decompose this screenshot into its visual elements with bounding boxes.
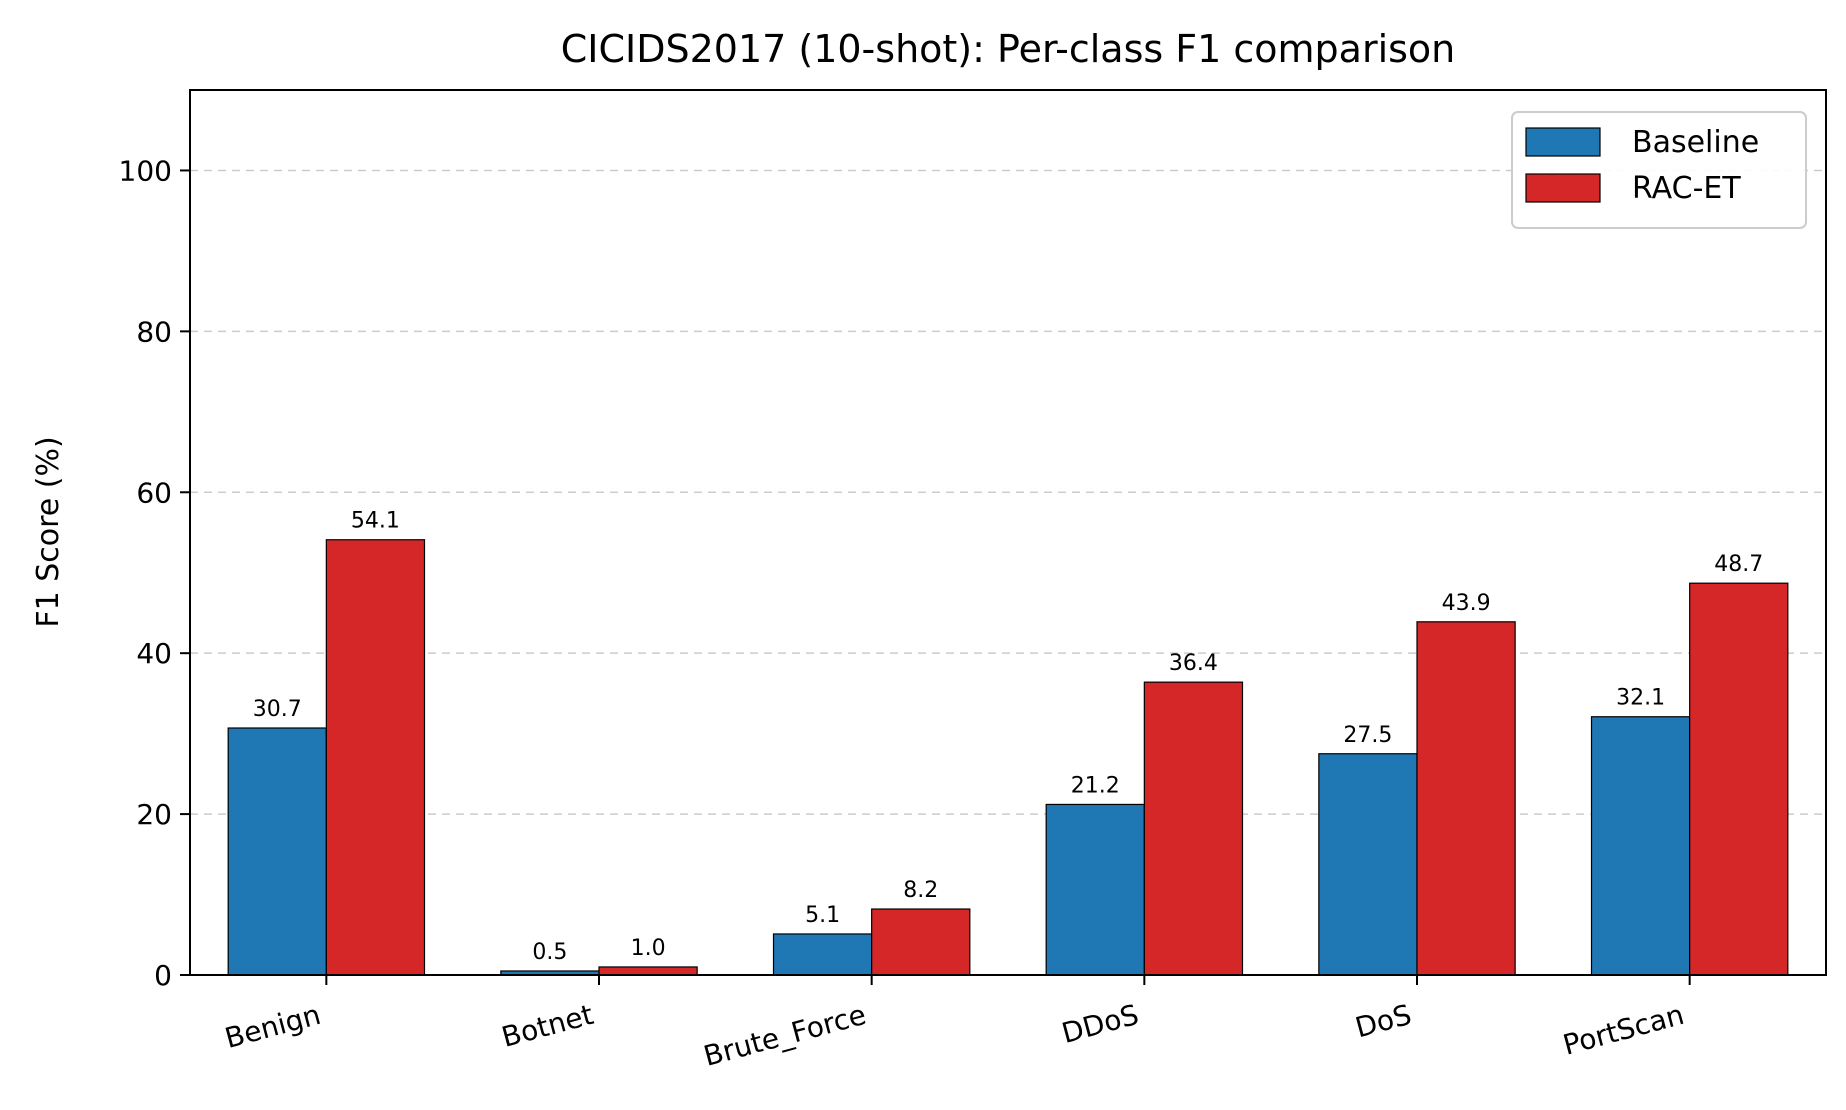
legend-label: RAC-ET [1632, 171, 1741, 206]
bar-value-label: 54.1 [351, 509, 400, 534]
y-tick-label: 20 [136, 798, 172, 831]
bar-rac-et-benign [325, 539, 426, 976]
bar-value-label: 5.1 [805, 903, 840, 928]
x-tick-label: PortScan [1560, 998, 1688, 1062]
grid-lines [190, 169, 1826, 815]
bar-value-label: 21.2 [1071, 773, 1120, 798]
x-tick-label: DoS [1352, 998, 1415, 1044]
legend-swatch-baseline [1525, 127, 1601, 157]
y-tick-label: 80 [136, 315, 172, 348]
legend: Baseline RAC-ET [1511, 111, 1807, 229]
legend-swatch-rac-et [1525, 173, 1601, 203]
y-tick-label: 40 [136, 637, 172, 670]
y-tick-label: 0 [154, 959, 172, 992]
bar-rac-et-ddos [1143, 681, 1244, 976]
bar-value-label: 32.1 [1616, 686, 1665, 711]
bar-baseline-brute_force [772, 933, 873, 976]
chart-title: CICIDS2017 (10-shot): Per-class F1 compa… [561, 27, 1456, 71]
x-tick-label: Botnet [498, 998, 597, 1054]
bar-value-label: 0.5 [532, 940, 567, 965]
bar-baseline-portscan [1590, 716, 1691, 976]
x-tick-label: Brute_Force [700, 998, 869, 1073]
bar-baseline-benign [227, 727, 327, 976]
x-tick-label: Benign [221, 998, 324, 1055]
bar-baseline-ddos [1045, 803, 1145, 976]
bar-value-label: 36.4 [1169, 651, 1218, 676]
plot-area-frame [189, 89, 1827, 976]
y-axis-label: F1 Score (%) [31, 436, 66, 627]
bar-baseline-dos [1318, 753, 1418, 976]
bar-value-label: 48.7 [1714, 552, 1763, 577]
legend-label: Baseline [1632, 125, 1759, 160]
y-tick-label: 60 [136, 476, 172, 509]
bar-value-label: 27.5 [1343, 723, 1392, 748]
bars: 30.7 54.1 0.5 1.0 5.1 8.2 21.2 36.4 27.5 43.9 32.1… [227, 509, 1789, 976]
bar-value-label: 1.0 [631, 936, 666, 961]
bar-rac-et-brute_force [871, 908, 971, 976]
bar-value-label: 43.9 [1442, 591, 1491, 616]
bar-rac-et-dos [1416, 621, 1516, 976]
bar-rac-et-portscan [1689, 582, 1789, 976]
x-tick-label: DDoS [1058, 998, 1142, 1050]
y-tick-label: 100 [119, 154, 172, 187]
bar-value-label: 8.2 [903, 878, 938, 903]
bar-value-label: 30.7 [253, 697, 302, 722]
bar-rac-et-botnet [598, 966, 698, 976]
